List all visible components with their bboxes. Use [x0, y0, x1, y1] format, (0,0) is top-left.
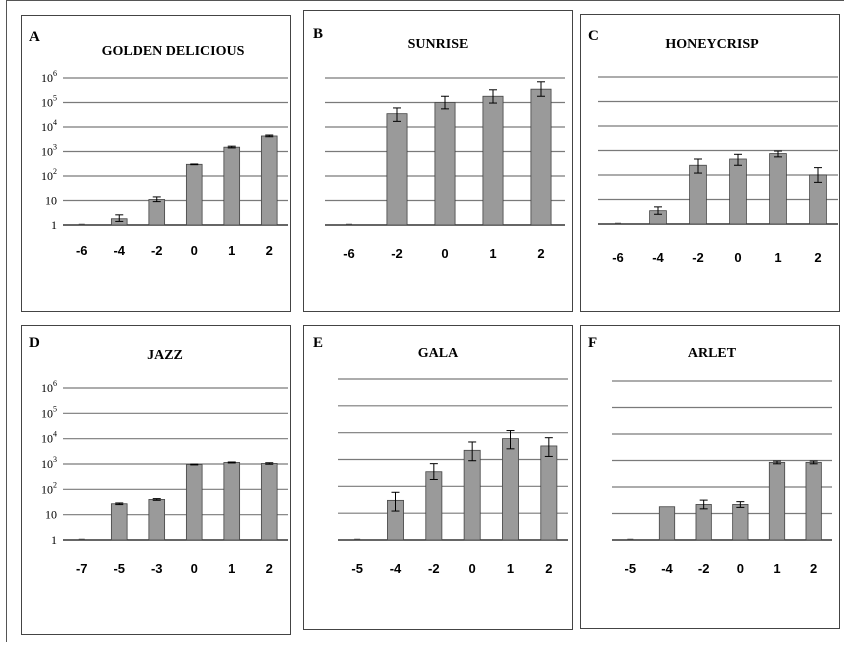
y-tick-label: 105 [41, 404, 57, 420]
x-tick-label: 2 [266, 561, 273, 576]
x-tick-label: -5 [113, 561, 125, 576]
panel-letter-d: D [29, 335, 40, 351]
panel-border [303, 325, 573, 630]
x-tick-label: -2 [151, 243, 163, 258]
x-tick-label: 1 [489, 246, 496, 261]
panel-title: JAZZ [147, 348, 183, 363]
bar [185, 163, 203, 226]
panel-border [21, 15, 291, 312]
x-tick-label: 1 [228, 561, 235, 576]
x-tick-label: 1 [774, 250, 781, 265]
panel-border [21, 325, 291, 635]
panel-border [580, 14, 840, 312]
x-tick-label: 0 [191, 561, 198, 576]
y-tick-label: 103 [41, 143, 57, 159]
y-tick-label: 1 [51, 218, 57, 232]
panel-title: HONEYCRISP [665, 37, 759, 52]
y-tick-label: 10 [45, 194, 57, 208]
x-tick-label: 0 [734, 250, 741, 265]
panel-letter-b: B [313, 26, 323, 42]
x-tick-label: 2 [266, 243, 273, 258]
panel-border [303, 10, 573, 312]
bar [223, 462, 241, 541]
bar [434, 102, 456, 226]
panel-d: D JAZZ 1 10 102 103 104 105 106 -7 -5 -3 0 1 2 [21, 325, 291, 635]
bar [148, 199, 166, 226]
y-tick-label: 102 [41, 480, 57, 496]
y-tick-label: 103 [41, 455, 57, 471]
bar [482, 95, 504, 226]
panel-letter-a: A [29, 29, 40, 45]
x-tick-label: -4 [652, 250, 664, 265]
x-tick-label: -2 [692, 250, 704, 265]
bar [148, 499, 166, 541]
x-tick-label: -7 [76, 561, 88, 576]
x-tick-label: -3 [151, 561, 163, 576]
bar [729, 158, 747, 225]
bar [805, 461, 822, 541]
y-tick-label: 104 [41, 430, 57, 446]
x-tick-label: 1 [228, 243, 235, 258]
panel-title: GALA [418, 346, 459, 361]
figure-frame [6, 0, 844, 642]
panel-title: SUNRISE [408, 37, 469, 52]
panel-a: A GOLDEN DELICIOUS 110102103104105106-6-… [21, 15, 291, 312]
y-tick-label: 104 [41, 118, 57, 134]
bar [223, 146, 241, 226]
bar [185, 464, 203, 541]
x-tick-label: -2 [391, 246, 403, 261]
bar [463, 449, 481, 541]
x-tick-label: 0 [441, 246, 448, 261]
x-tick-label: 2 [537, 246, 544, 261]
x-tick-label: 0 [737, 561, 744, 576]
x-tick-label: 2 [810, 561, 817, 576]
y-tick-label: 1 [51, 533, 57, 547]
x-tick-label: -2 [698, 561, 710, 576]
x-tick-label: -6 [612, 250, 624, 265]
bar [110, 503, 128, 541]
x-tick-label: -4 [390, 561, 402, 576]
bar [768, 461, 786, 541]
y-tick-label: 102 [41, 167, 57, 183]
bar [695, 504, 712, 541]
panel-f: F ARLET -5 -4 -2 0 1 2 [580, 325, 840, 629]
x-tick-label: -2 [428, 561, 440, 576]
panel-letter-c: C [588, 28, 599, 44]
panel-title: GOLDEN DELICIOUS [102, 44, 245, 59]
x-tick-label: -6 [76, 243, 88, 258]
x-tick-label: -4 [661, 561, 673, 576]
bar [658, 506, 676, 541]
x-tick-label: 1 [507, 561, 514, 576]
x-tick-label: -5 [625, 561, 637, 576]
bar [260, 463, 278, 541]
panel-border [580, 325, 840, 629]
x-tick-label: -5 [351, 561, 363, 576]
x-tick-label: 2 [814, 250, 821, 265]
panel-title: ARLET [688, 346, 737, 361]
bar [530, 88, 552, 226]
bar [386, 113, 408, 226]
x-tick-label: -6 [343, 246, 355, 261]
y-tick-label: 106 [41, 69, 57, 85]
panel-e: E GALA -5 -4 -2 0 1 2 [303, 325, 573, 630]
bar [689, 164, 707, 225]
bar [769, 153, 787, 225]
panel-c: C HONEYCRISP -6 -4 -2 0 1 2 [580, 14, 840, 312]
panel-letter-e: E [313, 335, 323, 351]
x-tick-label: 0 [469, 561, 476, 576]
y-tick-label: 105 [41, 94, 57, 110]
bar [425, 471, 443, 541]
y-tick-label: 10 [45, 508, 57, 522]
x-tick-label: 0 [191, 243, 198, 258]
x-tick-label: 2 [545, 561, 552, 576]
x-tick-label: 1 [773, 561, 780, 576]
panel-b: B SUNRISE -6 -2 0 1 2 [303, 10, 573, 312]
bar [540, 445, 558, 541]
y-tick-label: 106 [41, 379, 57, 395]
x-tick-label: -4 [113, 243, 125, 258]
bar [732, 504, 749, 541]
bar [260, 135, 278, 226]
bar [502, 438, 519, 541]
panel-letter-f: F [588, 335, 597, 351]
